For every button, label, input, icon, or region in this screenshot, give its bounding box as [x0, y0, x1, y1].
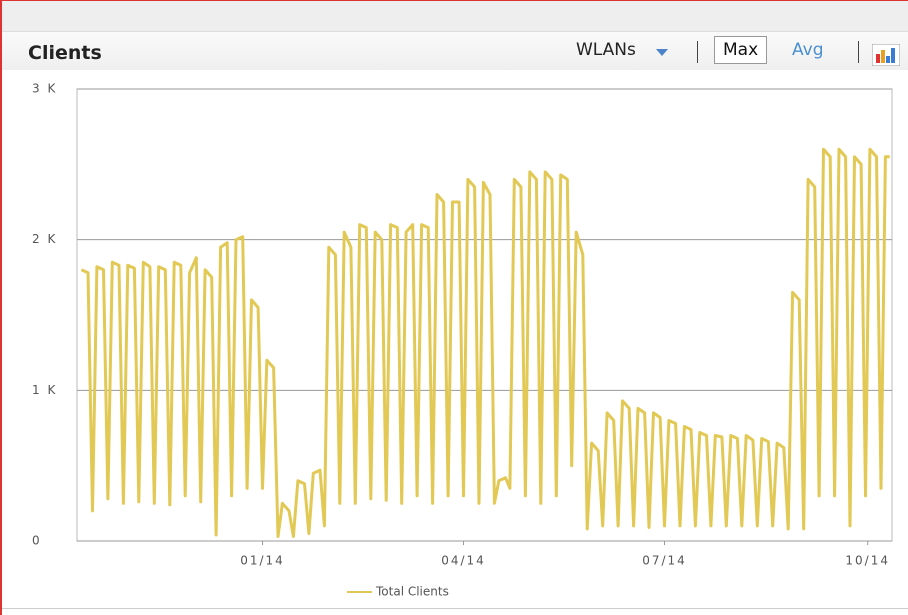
chart-type-icon[interactable]: [872, 44, 900, 66]
dropdown-arrow[interactable]: [656, 49, 668, 56]
y-tick-label: 1 K: [32, 383, 57, 397]
separator: [697, 41, 698, 63]
wlans-dropdown[interactable]: WLANs: [576, 40, 636, 60]
data-line: [80, 147, 890, 538]
x-tick-label: 04/14: [441, 554, 486, 568]
panel-header: Clients WLANs Max Avg: [2, 32, 908, 70]
chart: 0 1 K 2 K 3 K 01/14 04/14 07/14 10/14 Total Clie…: [32, 82, 893, 599]
y-tick-label: 0: [32, 534, 42, 548]
y-tick-label: 2 K: [32, 232, 57, 246]
x-tick-label: 10/14: [845, 554, 890, 568]
max-button[interactable]: Max: [714, 36, 768, 64]
top-bar: [2, 1, 908, 32]
panel-title: Clients: [28, 42, 102, 64]
x-tick-label: 01/14: [240, 554, 285, 568]
y-tick-label: 3 K: [32, 82, 57, 96]
separator: [858, 41, 859, 63]
x-tick-label: 07/14: [642, 554, 687, 568]
legend-label: Total Clients: [375, 585, 449, 599]
panel-footer-border: [2, 608, 908, 609]
avg-button[interactable]: Avg: [792, 40, 824, 60]
